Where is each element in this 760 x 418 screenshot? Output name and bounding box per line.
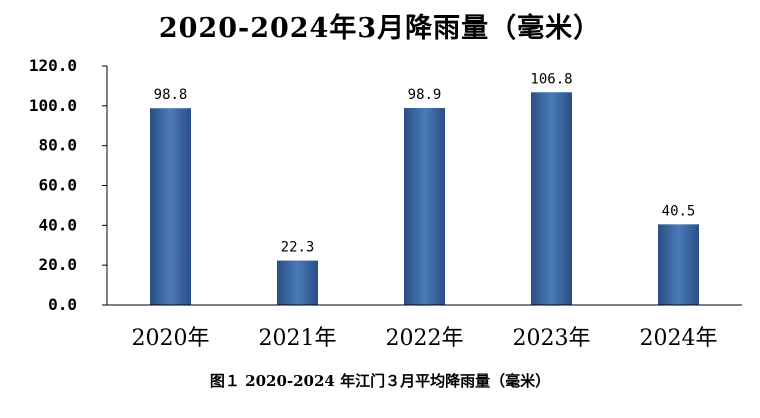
bar-2 — [277, 260, 318, 305]
chart-title: 2020-2024年3月降雨量（毫米） — [158, 13, 602, 44]
y-tick-label: 20.0 — [38, 255, 77, 274]
y-tick-label: 40.0 — [38, 215, 77, 234]
y-axis: 0.0 20.0 40.0 60.0 80.0 100.0 120.0 — [29, 56, 108, 314]
bar-3 — [404, 108, 445, 305]
x-tick-label: 2022年 — [386, 326, 464, 351]
data-label: 40.5 — [662, 203, 696, 219]
bars: 98.8 22.3 98.9 106.8 40.5 — [150, 71, 699, 306]
data-label: 98.9 — [408, 87, 442, 103]
x-axis: 2020年 2021年 2022年 2023年 2024年 — [107, 304, 742, 351]
figure-caption: 图１ 2020-2024 年江门３月平均降雨量（毫米） — [209, 372, 551, 390]
y-tick-label: 80.0 — [38, 136, 77, 155]
y-tick-label: 100.0 — [29, 96, 77, 115]
y-tick-label: 0.0 — [48, 295, 77, 314]
y-tick-label: 60.0 — [38, 176, 77, 195]
data-label: 106.8 — [530, 71, 572, 87]
x-tick-label: 2024年 — [640, 326, 718, 351]
x-tick-label: 2023年 — [513, 326, 591, 351]
x-tick-label: 2021年 — [259, 326, 337, 351]
data-label: 98.8 — [154, 87, 188, 103]
data-label: 22.3 — [281, 240, 315, 256]
x-tick-label: 2020年 — [132, 326, 210, 351]
bar-4 — [531, 92, 572, 305]
y-tick-label: 120.0 — [29, 56, 77, 75]
bar-1 — [150, 108, 191, 306]
bar-5 — [658, 224, 699, 305]
